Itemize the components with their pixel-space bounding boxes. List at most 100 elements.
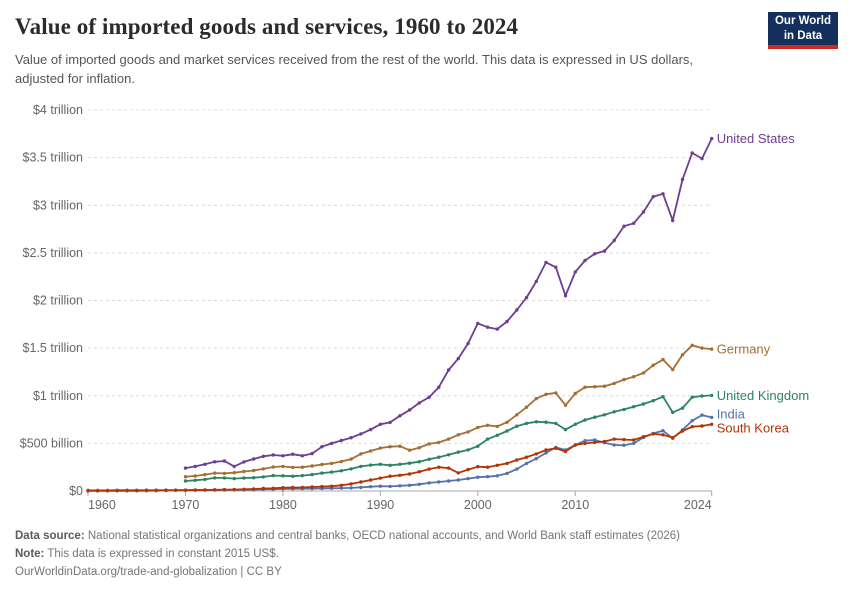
series-marker-south-korea xyxy=(232,487,236,492)
series-marker-united-kingdom xyxy=(271,473,275,478)
series-marker-germany xyxy=(544,392,548,396)
series-marker-germany xyxy=(213,471,217,475)
series-marker-south-korea xyxy=(476,465,480,469)
series-marker-united-states xyxy=(261,454,266,458)
y-tick-label: $1 trillion xyxy=(33,389,83,403)
series-marker-germany xyxy=(573,391,577,396)
series-line-south-korea[interactable] xyxy=(87,423,713,492)
note-line: Note: This data is expressed in constant… xyxy=(15,546,835,564)
series-marker-india xyxy=(700,413,704,417)
series-line-india[interactable] xyxy=(87,414,713,492)
series-marker-united-states xyxy=(339,438,344,443)
series-marker-united-states xyxy=(320,445,324,449)
series-marker-india xyxy=(524,461,529,466)
owid-logo-line2: in Data xyxy=(783,29,823,42)
x-tick-label: 1980 xyxy=(269,498,297,512)
series-end-label-united-kingdom[interactable]: United Kingdom xyxy=(717,388,810,403)
series-end-label-south-korea[interactable]: South Korea xyxy=(717,420,790,435)
data-source-line: Data source: National statistical organi… xyxy=(15,528,835,546)
series-marker-india xyxy=(349,486,353,490)
series-marker-south-korea xyxy=(612,437,616,441)
series-marker-united-states xyxy=(466,341,470,346)
series-marker-south-korea xyxy=(524,455,529,459)
series-marker-south-korea xyxy=(593,440,597,445)
series-marker-united-kingdom xyxy=(622,407,626,412)
data-source-text: National statistical organizations and c… xyxy=(84,530,681,542)
series-marker-germany xyxy=(651,363,655,367)
series-line-united-states[interactable] xyxy=(184,137,713,470)
series-marker-south-korea xyxy=(554,446,558,450)
series-marker-united-states xyxy=(368,427,373,432)
series-marker-united-kingdom xyxy=(671,410,675,415)
series-marker-united-kingdom xyxy=(573,422,577,426)
series-marker-india xyxy=(710,415,714,420)
series-marker-south-korea xyxy=(86,489,90,493)
series-marker-south-korea xyxy=(602,439,607,444)
series-marker-south-korea xyxy=(359,480,363,484)
series-marker-south-korea xyxy=(388,474,392,478)
series-marker-south-korea xyxy=(661,433,665,437)
y-tick-label: $3.5 trillion xyxy=(23,151,83,165)
series-marker-south-korea xyxy=(320,484,324,489)
series-marker-united-states xyxy=(291,452,295,456)
series-marker-south-korea xyxy=(495,463,499,467)
series-marker-united-states xyxy=(281,454,285,458)
series-marker-germany xyxy=(456,433,460,437)
series-marker-south-korea xyxy=(534,452,538,456)
series-marker-germany xyxy=(583,385,587,389)
series-marker-south-korea xyxy=(505,461,509,466)
series-marker-united-kingdom xyxy=(563,427,568,432)
series-marker-germany xyxy=(661,357,665,362)
owid-logo[interactable]: Our World in Data xyxy=(768,12,838,49)
citation-link[interactable]: OurWorldinData.org/trade-and-globalizati… xyxy=(15,565,282,578)
series-end-label-germany[interactable]: Germany xyxy=(717,342,771,357)
series-marker-united-kingdom xyxy=(632,405,636,409)
series-marker-germany xyxy=(252,468,256,473)
series-marker-united-kingdom xyxy=(602,413,607,417)
series-marker-india xyxy=(690,419,694,423)
series-marker-germany xyxy=(281,464,285,469)
series-marker-united-states xyxy=(690,151,694,155)
series-marker-united-kingdom xyxy=(534,420,538,424)
series-marker-united-states xyxy=(203,462,207,466)
series-marker-germany xyxy=(671,367,675,372)
series-marker-germany xyxy=(359,452,363,456)
x-tick-label: 1960 xyxy=(88,498,116,512)
series-marker-india xyxy=(583,439,587,443)
y-tick-label: $4 trillion xyxy=(33,103,83,117)
note-text: This data is expressed in constant 2015 … xyxy=(44,547,279,560)
series-marker-south-korea xyxy=(466,467,470,472)
series-marker-south-korea xyxy=(671,436,675,440)
series-marker-india xyxy=(485,475,490,479)
series-marker-united-kingdom xyxy=(544,420,548,424)
series-marker-united-states xyxy=(495,327,499,331)
series-marker-germany xyxy=(524,405,529,409)
series-marker-united-states xyxy=(398,414,402,418)
series-marker-germany xyxy=(700,346,704,350)
series-marker-united-kingdom xyxy=(398,462,402,466)
series-marker-south-korea xyxy=(622,437,626,442)
series-marker-south-korea xyxy=(183,488,188,492)
series-marker-united-states xyxy=(252,457,256,461)
series-marker-united-states xyxy=(193,464,197,469)
series-marker-germany xyxy=(476,425,480,430)
series-marker-south-korea xyxy=(515,458,519,462)
series-marker-germany xyxy=(495,424,499,429)
series-marker-united-states xyxy=(700,156,704,161)
series-marker-united-kingdom xyxy=(593,415,597,419)
series-end-label-india[interactable]: India xyxy=(717,406,746,421)
series-marker-south-korea xyxy=(261,486,266,491)
series-end-label-united-states[interactable]: United States xyxy=(717,131,796,146)
series-marker-india xyxy=(505,471,509,476)
series-marker-germany xyxy=(632,375,636,379)
series-marker-germany xyxy=(388,445,392,449)
series-marker-germany xyxy=(349,457,353,461)
series-marker-united-states xyxy=(271,453,275,457)
series-marker-united-kingdom xyxy=(368,463,373,467)
series-marker-united-kingdom xyxy=(456,450,460,454)
series-marker-united-kingdom xyxy=(690,395,694,399)
series-marker-germany xyxy=(320,462,324,467)
series-marker-india xyxy=(534,456,538,461)
series-marker-germany xyxy=(271,465,275,469)
